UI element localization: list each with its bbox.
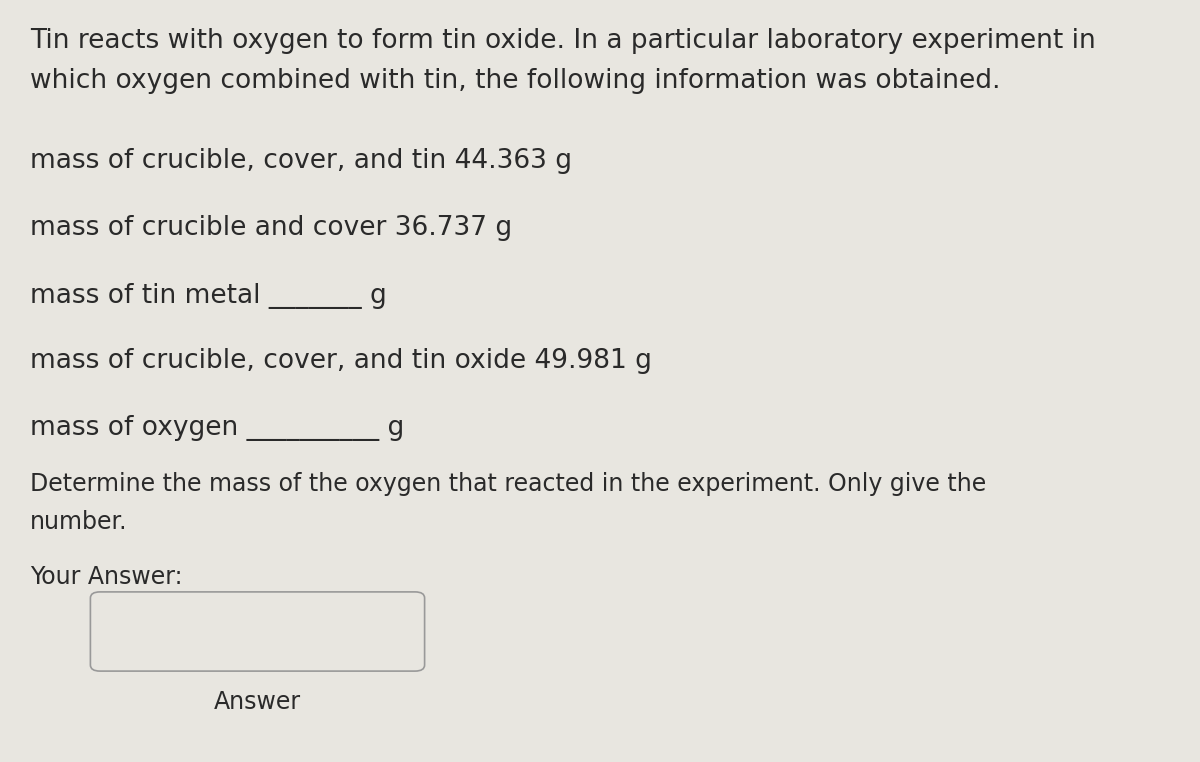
Text: Determine the mass of the oxygen that reacted in the experiment. Only give the: Determine the mass of the oxygen that re… xyxy=(30,472,986,496)
Text: Your Answer:: Your Answer: xyxy=(30,565,182,589)
Text: mass of oxygen __________ g: mass of oxygen __________ g xyxy=(30,415,404,441)
Text: mass of tin metal _______ g: mass of tin metal _______ g xyxy=(30,283,386,309)
Text: number.: number. xyxy=(30,510,127,534)
Text: mass of crucible and cover 36.737 g: mass of crucible and cover 36.737 g xyxy=(30,215,512,241)
FancyBboxPatch shape xyxy=(90,592,425,671)
Text: which oxygen combined with tin, the following information was obtained.: which oxygen combined with tin, the foll… xyxy=(30,68,1001,94)
Text: mass of crucible, cover, and tin oxide 49.981 g: mass of crucible, cover, and tin oxide 4… xyxy=(30,348,652,374)
Text: Answer: Answer xyxy=(214,690,301,714)
Text: Tin reacts with oxygen to form tin oxide. In a particular laboratory experiment : Tin reacts with oxygen to form tin oxide… xyxy=(30,28,1096,54)
Text: mass of crucible, cover, and tin 44.363 g: mass of crucible, cover, and tin 44.363 … xyxy=(30,148,572,174)
